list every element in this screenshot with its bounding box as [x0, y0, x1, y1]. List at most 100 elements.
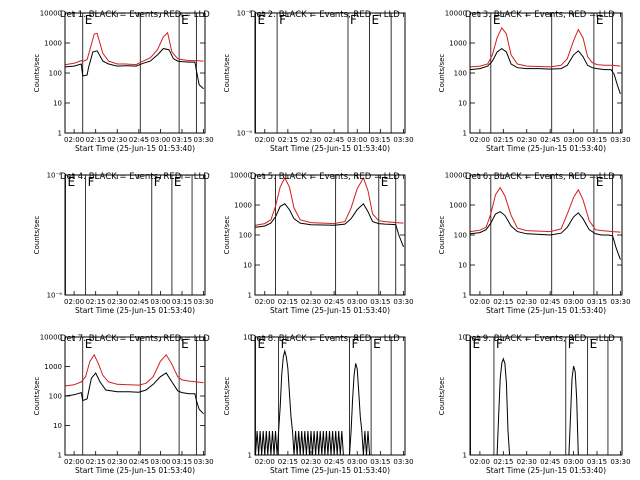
y-tick-label: 10000 — [230, 172, 252, 180]
plot-frame — [64, 336, 206, 456]
series-events-line — [470, 47, 621, 95]
x-tick-label: 02:30 — [107, 298, 127, 306]
series-lld-line — [65, 31, 204, 66]
x-tick-label: 03:30 — [193, 136, 213, 144]
chart-title: Det 2: BLACK = Events, RED = LLD — [250, 10, 400, 20]
chart-title: Det 8: BLACK = Events, RED = LLD — [250, 334, 400, 344]
x-tick-label: 02:30 — [301, 458, 321, 466]
x-tick-label: 02:30 — [107, 458, 127, 466]
y-tick-label: 1 — [463, 130, 467, 138]
marker-label: E — [473, 337, 481, 351]
chart-title: Det 4: BLACK = Events, RED = LLD — [60, 172, 210, 182]
y-tick-label: 10 — [243, 262, 252, 270]
y-tick-label: 10000 — [445, 172, 467, 180]
x-tick-label: 02:45 — [324, 298, 344, 306]
x-tick-label: 03:00 — [563, 136, 583, 144]
y-tick-label: 1 — [463, 452, 467, 460]
x-tick-label: 02:30 — [517, 136, 537, 144]
marker-label: E — [181, 13, 189, 27]
x-axis-label: Start Time (25-Jun-15 01:53:40) — [270, 144, 390, 153]
x-axis-label: Start Time (25-Jun-15 01:53:40) — [486, 306, 606, 315]
x-tick-label: 02:15 — [278, 136, 298, 144]
y-tick-label: 10000 — [445, 10, 467, 18]
x-tick-label: 02:00 — [470, 298, 490, 306]
x-tick-label: 03:00 — [347, 298, 367, 306]
y-tick-label: 100 — [454, 70, 467, 78]
x-tick-label: 02:15 — [493, 298, 513, 306]
x-tick-label: 02:45 — [129, 298, 149, 306]
y-axis-label: Counts/sec — [438, 377, 446, 416]
x-tick-label: 03:15 — [587, 136, 607, 144]
x-tick-label: 02:15 — [493, 136, 513, 144]
y-tick-label: 1 — [463, 292, 467, 300]
x-axis-label: Start Time (25-Jun-15 01:53:40) — [270, 306, 390, 315]
chart-title: Det 7: BLACK = Events, RED = LLD — [60, 334, 210, 344]
y-axis-label: Counts/sec — [223, 216, 231, 255]
plot-frame — [469, 12, 623, 134]
marker-label: E — [85, 337, 93, 351]
x-tick-label: 02:45 — [129, 458, 149, 466]
x-tick-label: 03:00 — [150, 298, 170, 306]
x-tick-label: 03:00 — [150, 458, 170, 466]
x-tick-label: 03:30 — [610, 136, 630, 144]
marker-label: F — [281, 337, 288, 351]
series-events-line — [496, 357, 579, 456]
y-axis-label: Counts/sec — [33, 377, 41, 416]
marker-label: E — [258, 13, 266, 27]
x-tick-label: 02:00 — [470, 136, 490, 144]
y-tick-label: 100 — [239, 232, 252, 240]
x-tick-label: 03:30 — [610, 298, 630, 306]
marker-label: E — [67, 175, 75, 189]
marker-label: F — [88, 175, 95, 189]
plot-frame — [254, 336, 406, 456]
y-tick-label: 10 — [458, 334, 467, 342]
x-tick-label: 03:00 — [563, 458, 583, 466]
marker-label: E — [174, 175, 182, 189]
y-tick-label: 10 — [243, 334, 252, 342]
y-axis-label: Counts/sec — [438, 54, 446, 93]
marker-label: E — [381, 175, 389, 189]
y-tick-label: 10⁻⁹ — [47, 292, 63, 300]
y-tick-label: 100 — [49, 393, 62, 401]
x-tick-label: 02:30 — [517, 298, 537, 306]
series-lld-line — [65, 353, 204, 387]
chart-title: Det 1: BLACK = Events, RED = LLD — [60, 10, 210, 20]
x-tick-label: 02:45 — [324, 136, 344, 144]
series-lld-line — [470, 26, 621, 68]
plot-frame — [469, 336, 623, 456]
x-tick-label: 02:45 — [129, 136, 149, 144]
x-tick-label: 02:15 — [278, 298, 298, 306]
x-tick-label: 03:15 — [370, 298, 390, 306]
y-tick-label: 1000 — [44, 363, 62, 371]
plot-frame — [254, 174, 406, 296]
x-axis-label: Start Time (25-Jun-15 01:53:40) — [75, 306, 195, 315]
x-tick-label: 03:15 — [172, 136, 192, 144]
plot-frame — [64, 174, 206, 296]
y-tick-label: 10 — [458, 262, 467, 270]
x-tick-label: 02:15 — [278, 458, 298, 466]
marker-label: F — [154, 175, 161, 189]
marker-label: E — [493, 13, 501, 27]
y-axis-label: Counts/sec — [223, 377, 231, 416]
x-tick-label: 03:15 — [370, 458, 390, 466]
x-tick-label: 02:30 — [517, 458, 537, 466]
marker-label: E — [596, 175, 604, 189]
marker-label: E — [258, 337, 266, 351]
x-tick-label: 03:15 — [587, 298, 607, 306]
marker-label: E — [85, 13, 93, 27]
y-tick-label: 100 — [49, 70, 62, 78]
x-axis-label: Start Time (25-Jun-15 01:53:40) — [75, 144, 195, 153]
x-tick-label: 02:15 — [86, 298, 106, 306]
x-tick-label: 02:15 — [86, 136, 106, 144]
y-tick-label: 1 — [58, 130, 62, 138]
y-tick-label: 10⁻⁹ — [237, 130, 253, 138]
y-tick-label: 10⁻⁸ — [237, 10, 253, 18]
y-tick-label: 1 — [248, 452, 252, 460]
